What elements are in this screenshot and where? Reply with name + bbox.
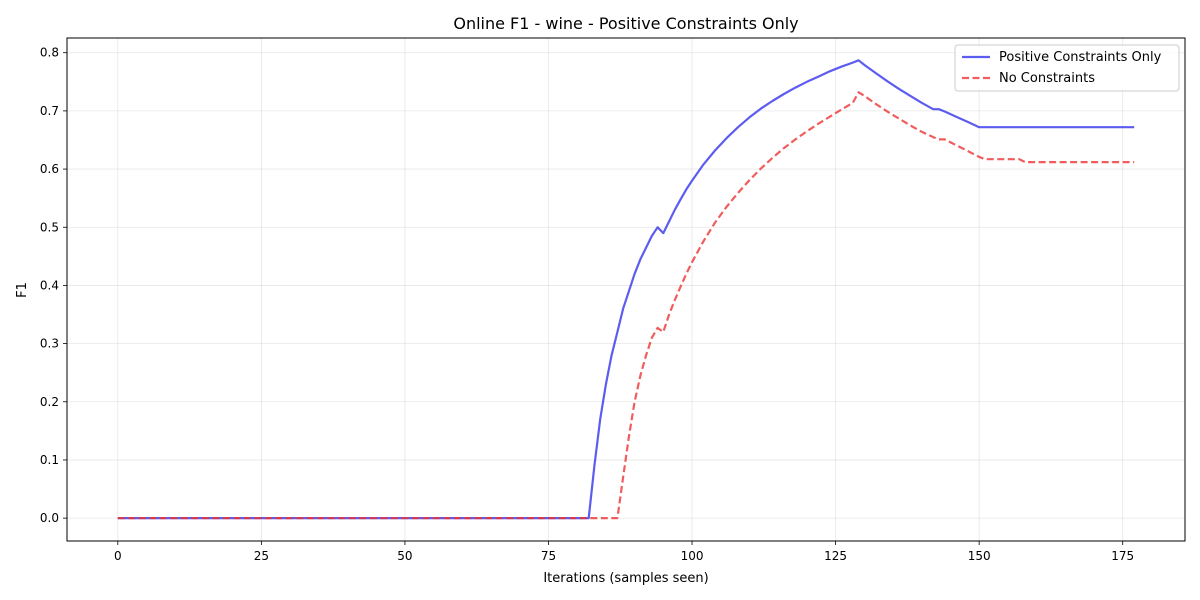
- legend-label-no-constraints: No Constraints: [999, 71, 1095, 86]
- x-axis-title: Iterations (samples seen): [543, 571, 708, 586]
- series-line-no-constraints: [117, 91, 1135, 520]
- x-tick-label: 150: [968, 549, 991, 563]
- y-tick-label: 0.3: [40, 337, 59, 351]
- x-tick-label: 125: [824, 549, 847, 563]
- x-tick-label: 75: [541, 549, 556, 563]
- y-tick-label: 0.6: [40, 162, 59, 176]
- y-tick-label: 0.0: [40, 511, 59, 525]
- x-tick-label: 50: [397, 549, 412, 563]
- series-line-positive-constraints-only: [117, 59, 1135, 520]
- series-lines: [117, 59, 1135, 520]
- y-tick-label: 0.1: [40, 453, 59, 467]
- x-tick-label: 0: [114, 549, 122, 563]
- legend-label-positive-constraints-only: Positive Constraints Only: [999, 50, 1162, 65]
- chart-title: Online F1 - wine - Positive Constraints …: [453, 14, 798, 33]
- x-tick-label: 175: [1111, 549, 1134, 563]
- y-tick-label: 0.7: [40, 104, 59, 118]
- axis-ticks: 0 25 50 75 100 125 150 175 0.0 0.1 0.2 0.3 0.4 0.5 0.6…: [40, 46, 1134, 563]
- y-tick-label: 0.2: [40, 395, 59, 409]
- legend-box: [954, 44, 1180, 92]
- y-tick-label: 0.8: [40, 46, 59, 60]
- plot-frame: [66, 37, 1186, 542]
- x-tick-label: 100: [681, 549, 704, 563]
- y-tick-label: 0.5: [40, 220, 59, 234]
- x-tick-label: 25: [254, 549, 269, 563]
- y-tick-label: 0.4: [40, 278, 59, 292]
- y-axis-title: F1: [15, 282, 30, 298]
- legend: Positive Constraints Only No Constraints: [954, 44, 1180, 92]
